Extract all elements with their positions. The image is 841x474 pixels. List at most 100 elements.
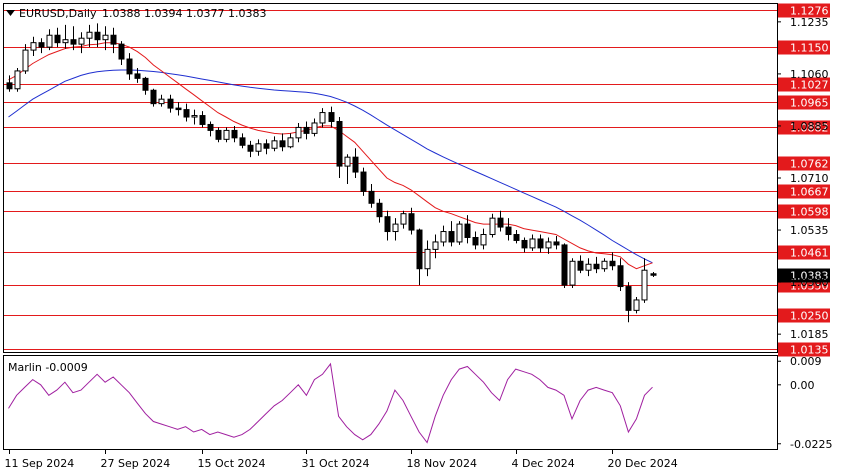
candle	[183, 103, 190, 122]
candle-body	[400, 213, 407, 225]
candle-body	[319, 112, 326, 124]
current-price-tag	[778, 268, 830, 283]
candle-body	[360, 171, 367, 192]
price-axis-tick-label: 1.0535	[790, 224, 829, 237]
oscillator-axis-tick-label: 0.00	[790, 379, 815, 392]
price-axis-tick-label: 1.0885	[790, 120, 829, 133]
level-price-tag	[778, 40, 830, 55]
candle	[561, 243, 568, 289]
candle-body	[271, 140, 278, 149]
candle	[167, 94, 174, 113]
candle	[336, 117, 343, 178]
candle	[513, 230, 520, 244]
candle-body	[86, 31, 93, 39]
candle	[247, 140, 254, 158]
candle	[448, 221, 455, 247]
candle-body	[70, 39, 77, 45]
ma-slow-line	[8, 69, 653, 264]
candle-body	[456, 223, 463, 243]
level-price-tag	[778, 156, 830, 171]
candle-body	[287, 137, 294, 148]
symbol-dropdown-icon[interactable]	[6, 10, 15, 16]
candle	[191, 109, 198, 125]
candle-body	[392, 223, 399, 233]
candle	[263, 139, 270, 155]
candle	[553, 236, 560, 250]
level-price-label: 1.0135	[790, 344, 829, 357]
level-price-label: 1.1027	[790, 79, 829, 92]
candle	[424, 240, 431, 277]
candle	[328, 106, 335, 128]
candle	[489, 213, 496, 238]
candle-body	[537, 238, 544, 249]
candle	[62, 24, 69, 49]
candle	[505, 218, 512, 241]
price-axis-tick-label: 1.0360	[790, 276, 829, 289]
level-price-label: 1.0882	[790, 122, 829, 135]
candle	[158, 94, 165, 107]
level-price-tag	[778, 3, 830, 18]
price-axis-tick-label: 1.1060	[790, 68, 829, 81]
candle-body	[30, 42, 37, 51]
candle-body	[263, 143, 270, 149]
candle-body	[102, 34, 109, 41]
candle-body	[625, 286, 632, 311]
candle-body	[633, 299, 640, 311]
candle	[464, 215, 471, 244]
level-price-label: 1.0461	[790, 247, 829, 260]
candle	[352, 148, 359, 178]
time-axis: 11 Sep 2024 27 Sep 2024 15 Oct 2024 31 Oct …	[5, 449, 678, 470]
candle	[384, 210, 391, 241]
candle	[625, 282, 632, 323]
candle-body	[489, 217, 496, 236]
candle	[456, 221, 463, 245]
candle-body	[601, 260, 608, 270]
candle-body	[134, 73, 141, 79]
level-price-label: 1.1150	[790, 42, 829, 55]
candle-body	[464, 223, 471, 238]
candle	[311, 118, 318, 137]
candle-body	[255, 143, 262, 152]
candle-body	[14, 70, 21, 90]
candle	[118, 41, 125, 65]
candle	[134, 67, 141, 83]
price-axis-tick-label: 1.0710	[790, 172, 829, 185]
oscillator-axis-tick-label: 0.009	[790, 355, 822, 368]
candle	[94, 23, 101, 48]
candle	[585, 258, 592, 277]
price-axis-tick-label: 1.0185	[790, 328, 829, 341]
candle	[38, 38, 45, 54]
candlesticks	[6, 23, 657, 323]
time-axis-tick-label: 18 Nov 2024	[407, 457, 477, 470]
candle	[577, 255, 584, 274]
candle-body	[497, 217, 504, 228]
candle-body	[480, 234, 487, 246]
oscillator-axis: 0.009 0.00 -0.0225	[777, 355, 832, 451]
ohlc-readout: 1.0388 1.0394 1.0377 1.0383	[102, 7, 266, 20]
candle-body	[22, 49, 29, 72]
candle	[360, 167, 367, 196]
candle	[601, 258, 608, 272]
candle	[150, 88, 157, 107]
candle-body	[231, 129, 238, 139]
time-axis-tick-label: 20 Dec 2024	[608, 457, 678, 470]
candle-body	[175, 107, 182, 111]
level-price-label: 1.0762	[790, 158, 829, 171]
candle	[54, 27, 61, 48]
candle	[440, 225, 447, 247]
candle-body	[448, 231, 455, 243]
candle-body	[384, 216, 391, 233]
candle	[319, 108, 326, 128]
candle-body	[553, 241, 560, 246]
level-price-tag	[778, 245, 830, 260]
candle-body	[617, 265, 624, 288]
candle	[529, 234, 536, 251]
candle-body	[46, 34, 53, 48]
candle	[497, 210, 504, 232]
candle-body	[416, 229, 423, 270]
candle-body	[303, 126, 310, 134]
candle-body	[408, 213, 415, 231]
candle-body	[440, 231, 447, 243]
level-price-label: 1.0965	[790, 97, 829, 110]
